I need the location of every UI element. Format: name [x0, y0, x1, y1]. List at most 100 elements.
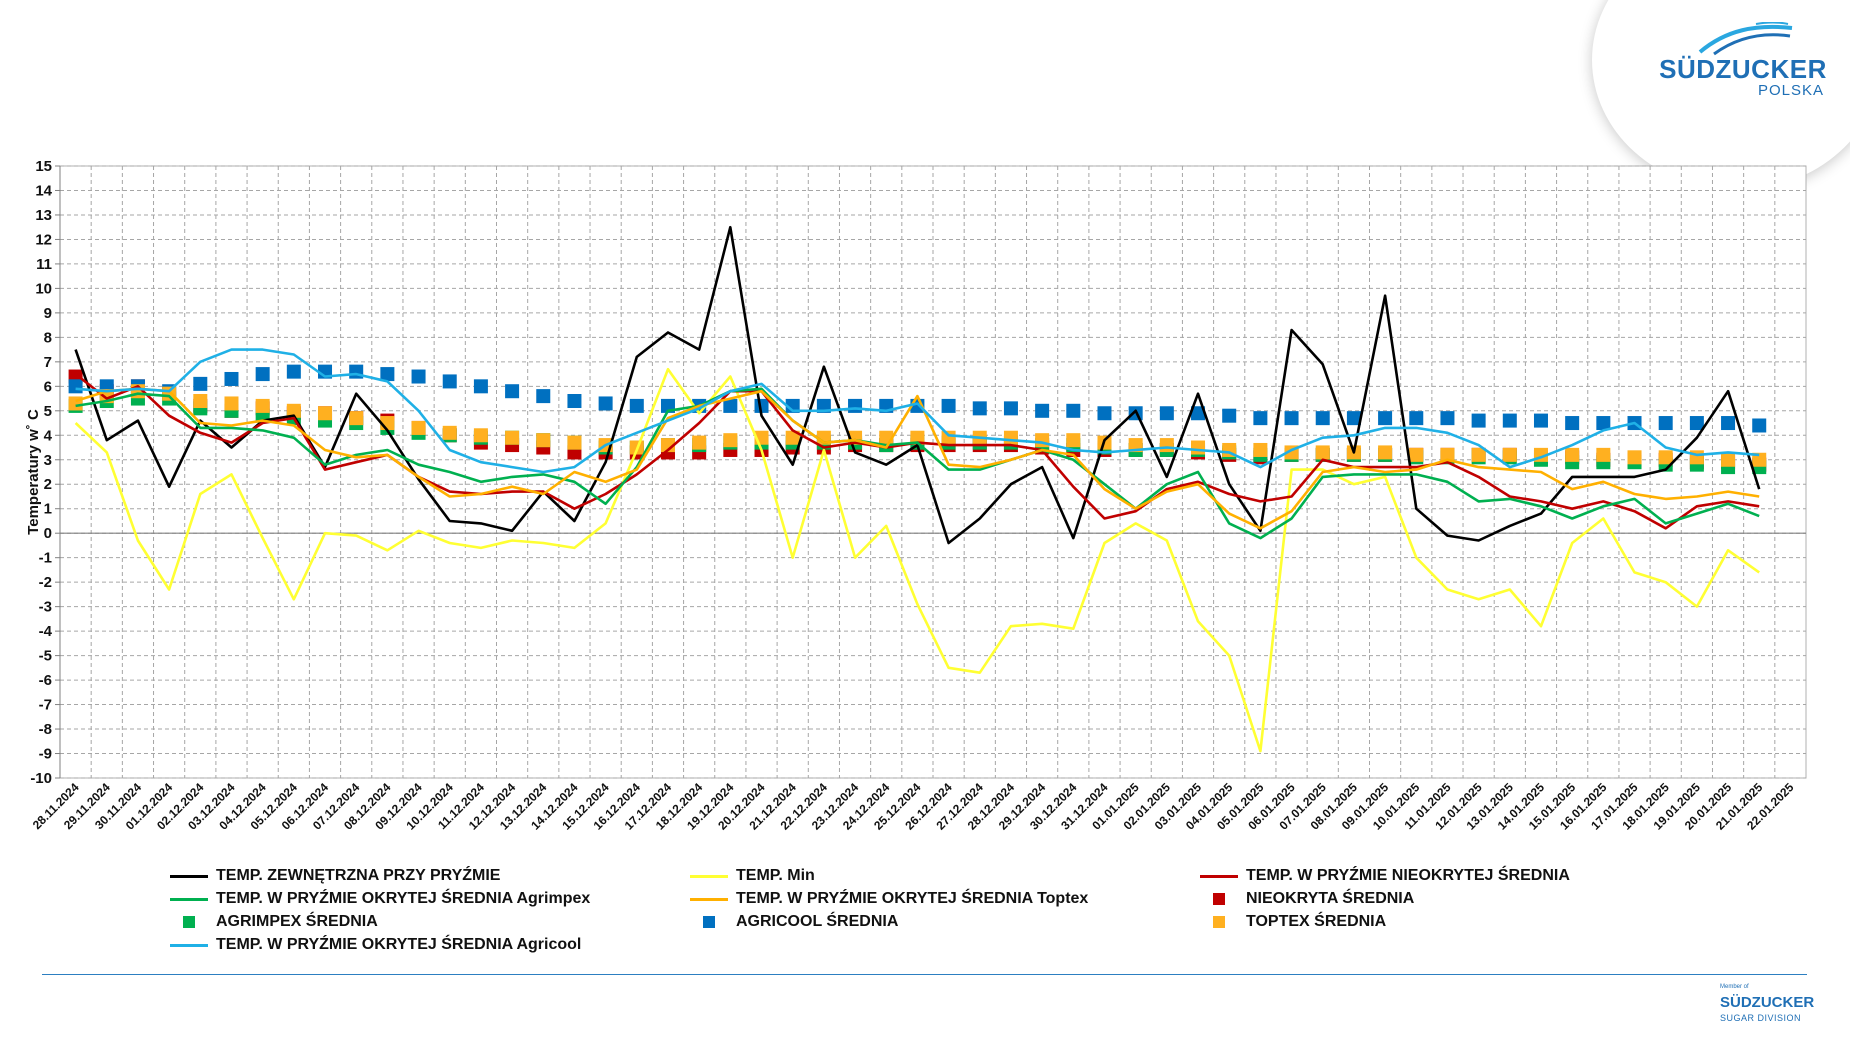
marker-toptex-rednia [1315, 445, 1330, 460]
marker-agricool-rednia [1315, 411, 1330, 426]
marker-agricool-rednia [1378, 411, 1393, 426]
logo-sub-text: POLSKA [1757, 82, 1824, 99]
marker-toptex-rednia [442, 425, 457, 440]
y-tick-label: -5 [39, 648, 52, 665]
legend-swatch [170, 874, 208, 878]
legend-swatch [703, 916, 715, 928]
legend-swatch [170, 943, 208, 947]
y-tick-label: 6 [44, 378, 52, 395]
legend-item: NIEOKRYTA ŚREDNIA [1200, 889, 1414, 909]
footer-logo-sub: SUGAR DIVISION [1720, 1013, 1802, 1023]
legend-item: TEMP. W PRYŹMIE OKRYTEJ ŚREDNIA Agricool [170, 935, 581, 955]
marker-toptex-rednia [910, 430, 925, 445]
marker-agricool-rednia [1752, 418, 1767, 433]
marker-toptex-rednia [193, 394, 208, 409]
marker-agricool-rednia [1440, 411, 1455, 426]
y-tick-label: 5 [44, 403, 52, 420]
footer-logo: Member of SÜDZUCKER SUGAR DIVISION [1720, 984, 1814, 1030]
marker-toptex-rednia [1440, 447, 1455, 462]
y-tick-label: -10 [30, 770, 52, 787]
y-tick-label: -6 [39, 672, 52, 689]
marker-agricool-rednia [1159, 406, 1174, 421]
legend-label: NIEOKRYTA ŚREDNIA [1246, 890, 1415, 907]
legend-item: TOPTEX ŚREDNIA [1200, 912, 1386, 932]
y-tick-label: 11 [36, 256, 52, 273]
marker-toptex-rednia [286, 403, 301, 418]
series-line-temp-w-pry-mie-okrytej-rednia-toptex [75, 387, 1760, 530]
legend-swatch [690, 874, 728, 878]
y-tick-label: 0 [44, 525, 52, 542]
legend-swatch [1213, 893, 1225, 905]
legend-label: AGRICOOL ŚREDNIA [736, 913, 899, 930]
marker-agricool-rednia [505, 384, 520, 399]
chart-legend: TEMP. ZEWNĘTRZNA PRZY PRYŹMIE TEMP. Min TE… [170, 866, 1650, 956]
marker-toptex-rednia [318, 406, 333, 421]
legend-label: TEMP. W PRYŹMIE OKRYTEJ ŚREDNIA Toptex [736, 890, 1089, 907]
marker-toptex-rednia [349, 411, 364, 426]
series-line-temp-zewn-trzna-przy-pry-mie [74, 225, 1761, 545]
marker-toptex-rednia [1191, 440, 1206, 455]
legend-label: TEMP. W PRYŹMIE OKRYTEJ ŚREDNIA Agricool [216, 936, 582, 953]
marker-agricool-rednia [193, 376, 208, 391]
legend-label: TEMP. W PRYŹMIE NIEOKRYTEJ ŚREDNIA [1246, 867, 1570, 884]
legend-item: AGRICOOL ŚREDNIA [690, 912, 898, 932]
legend-swatch [1213, 916, 1225, 928]
marker-agricool-rednia [473, 379, 488, 394]
marker-agricool-rednia [1003, 401, 1018, 416]
logo-swoosh-icon [1698, 22, 1793, 56]
marker-agricool-rednia [1596, 416, 1611, 431]
legend-label: TEMP. Min [736, 867, 815, 884]
marker-toptex-rednia [1596, 447, 1611, 462]
temperature-chart: -10-9-8-7-6-5-4-3-2-10123456789101112131… [25, 158, 1807, 833]
marker-toptex-rednia [1066, 433, 1081, 448]
marker-toptex-rednia [162, 386, 177, 401]
marker-agricool-rednia [255, 367, 270, 382]
y-tick-label: -2 [39, 574, 52, 591]
y-tick-label: 14 [35, 182, 52, 199]
marker-agricool-rednia [1689, 416, 1704, 431]
marker-agricool-rednia [629, 398, 644, 413]
y-tick-label: -9 [39, 746, 52, 763]
legend-label: TEMP. ZEWNĘTRZNA PRZY PRYŹMIE [216, 867, 501, 884]
marker-agricool-rednia [380, 367, 395, 382]
marker-toptex-rednia [1409, 447, 1424, 462]
legend-item: TEMP. Min [690, 866, 815, 886]
marker-agricool-rednia [224, 371, 239, 386]
marker-agricool-rednia [442, 374, 457, 389]
y-tick-label: 2 [44, 476, 52, 493]
marker-agricool-rednia [567, 394, 582, 409]
legend-item: TEMP. W PRYŹMIE NIEOKRYTEJ ŚREDNIA [1200, 866, 1570, 886]
marker-toptex-rednia [567, 435, 582, 450]
y-tick-label: 8 [44, 329, 52, 346]
marker-agricool-rednia [1409, 411, 1424, 426]
marker-toptex-rednia [536, 433, 551, 448]
y-tick-label: 13 [35, 207, 52, 224]
marker-toptex-rednia [1003, 430, 1018, 445]
marker-toptex-rednia [1502, 447, 1517, 462]
legend-item: TEMP. W PRYŹMIE OKRYTEJ ŚREDNIA Toptex [690, 889, 1088, 909]
marker-agricool-rednia [536, 389, 551, 404]
marker-agricool-rednia [1533, 413, 1548, 428]
y-tick-label: 3 [44, 452, 52, 469]
y-tick-label: 4 [44, 427, 53, 444]
marker-agricool-rednia [1222, 408, 1237, 423]
marker-toptex-rednia [692, 435, 707, 450]
marker-agricool-rednia [1035, 403, 1050, 418]
marker-toptex-rednia [1752, 452, 1767, 467]
marker-toptex-rednia [723, 433, 738, 448]
marker-agricool-rednia [941, 398, 956, 413]
footer-divider [42, 974, 1807, 975]
marker-toptex-rednia [411, 420, 426, 435]
marker-toptex-rednia [1159, 438, 1174, 453]
marker-toptex-rednia [473, 428, 488, 443]
y-tick-label: 1 [44, 501, 52, 518]
marker-agricool-rednia [1284, 411, 1299, 426]
marker-toptex-rednia [255, 398, 270, 413]
legend-label: TEMP. W PRYŹMIE OKRYTEJ ŚREDNIA Agrimpex [216, 890, 591, 907]
marker-agricool-rednia [1066, 403, 1081, 418]
marker-agricool-rednia [68, 379, 83, 394]
y-tick-label: -1 [39, 550, 52, 567]
marker-toptex-rednia [1253, 442, 1268, 457]
y-tick-label: -8 [39, 721, 52, 738]
legend-label: TOPTEX ŚREDNIA [1246, 913, 1387, 930]
